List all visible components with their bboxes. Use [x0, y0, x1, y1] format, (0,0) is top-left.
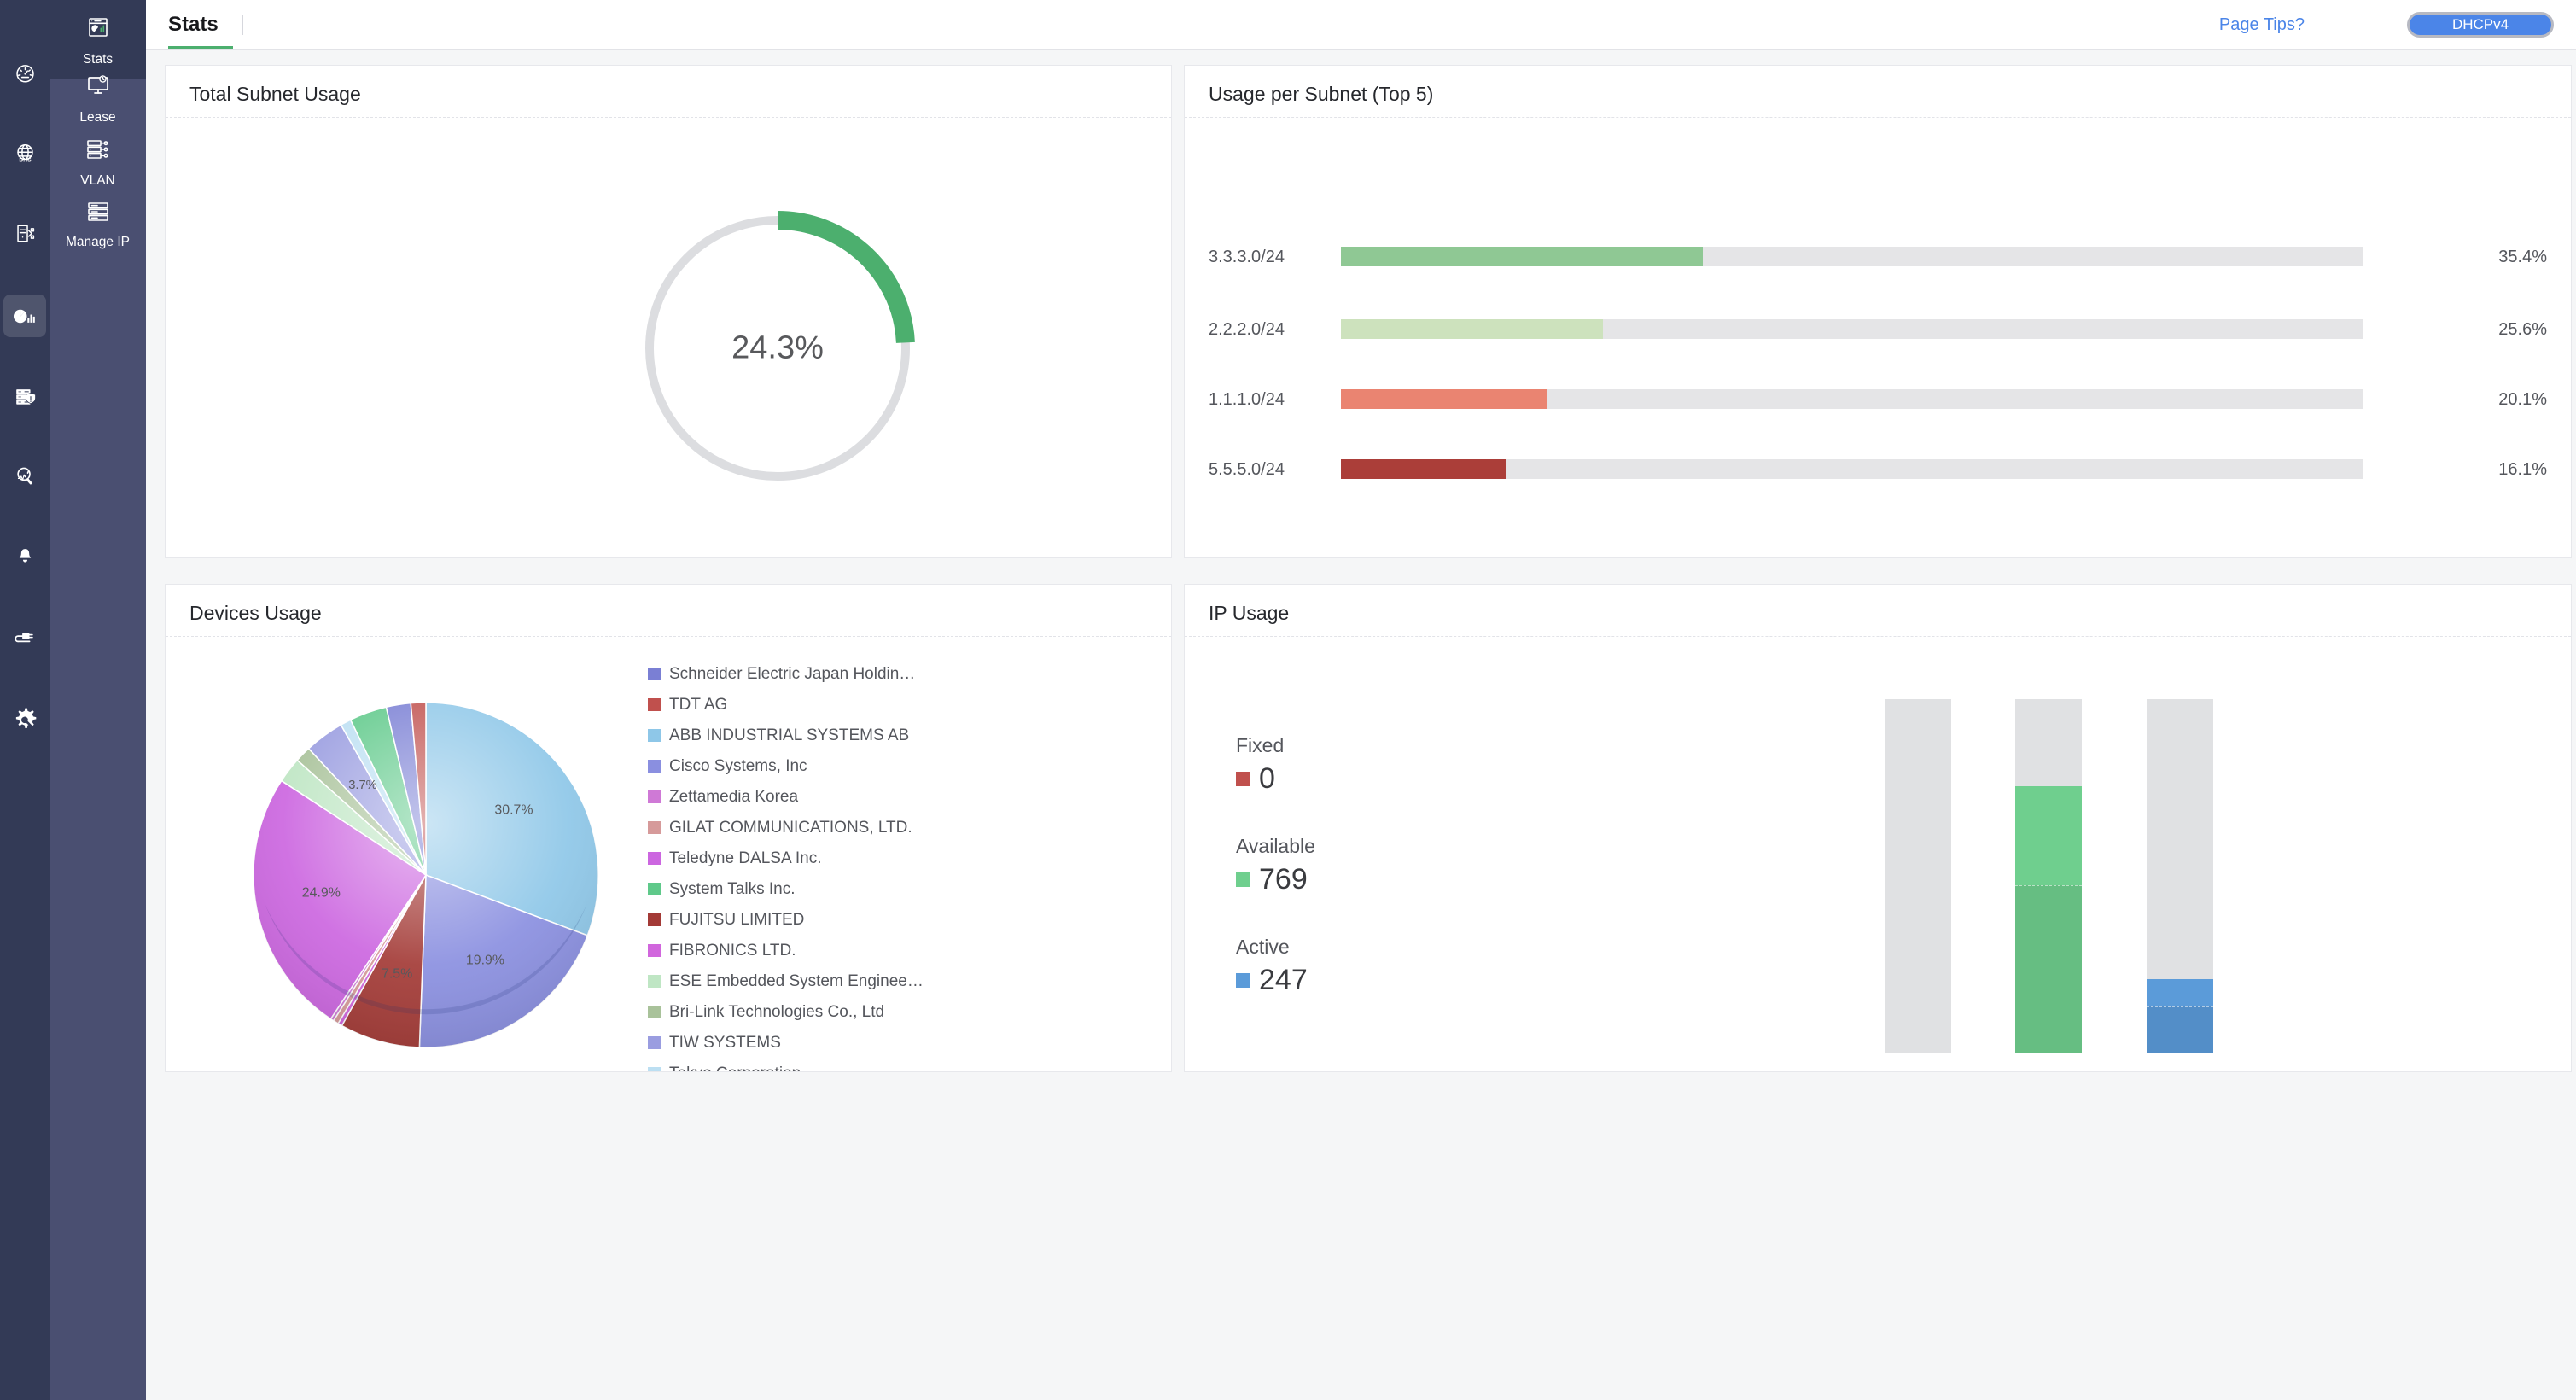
svg-text:DNS: DNS	[19, 157, 32, 163]
svg-text:24.9%: 24.9%	[302, 885, 341, 900]
svg-text:3.7%: 3.7%	[348, 779, 376, 792]
svg-text:19.9%: 19.9%	[466, 953, 504, 967]
svg-text:7.5%: 7.5%	[382, 967, 412, 982]
svg-text:30.7%: 30.7%	[494, 803, 533, 818]
